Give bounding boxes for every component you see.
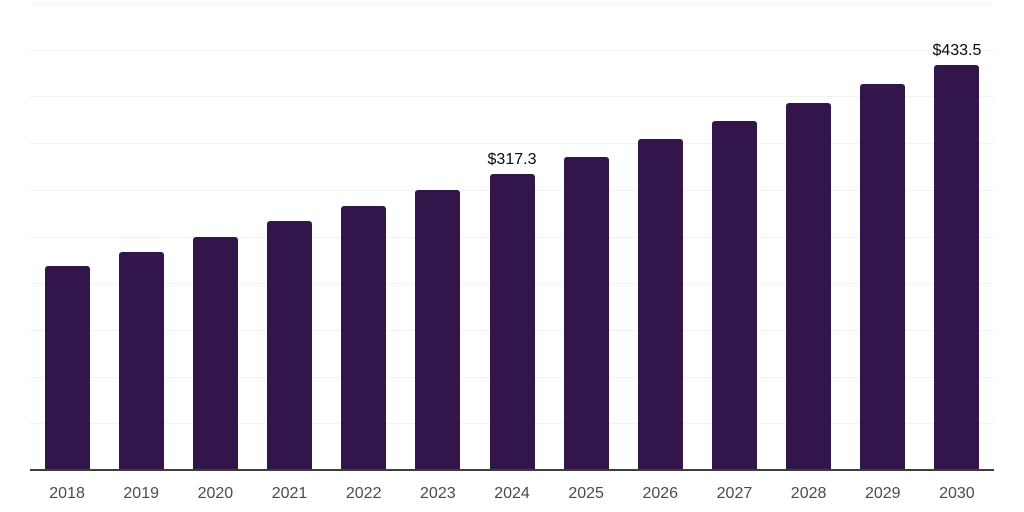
x-tick-label-2019: 2019: [123, 485, 159, 502]
bar-2030: [934, 65, 980, 470]
bar-2018: [44, 266, 90, 470]
x-tick-label-2023: 2023: [420, 485, 456, 502]
bar-2027: [711, 121, 757, 470]
x-axis-line: [30, 469, 994, 471]
x-tick-label-2021: 2021: [271, 485, 308, 502]
x-tick-label-2025: 2025: [568, 485, 604, 502]
bar-2029: [860, 84, 906, 470]
bar-2026: [637, 139, 683, 470]
gridline-450: [30, 49, 994, 51]
x-tick-label-2018: 2018: [49, 485, 85, 502]
bar-2023: [415, 189, 461, 470]
bar-2028: [786, 103, 832, 470]
x-tick-label-2022: 2022: [345, 485, 382, 502]
x-tick-label-2028: 2028: [790, 485, 827, 502]
x-tick-label-2024: 2024: [494, 485, 530, 502]
bar-2019: [118, 252, 164, 470]
bar-2025: [563, 156, 609, 470]
gridline-400: [30, 96, 994, 98]
x-tick-label-2029: 2029: [864, 485, 901, 502]
x-tick-label-2026: 2026: [642, 485, 679, 502]
bar-2022: [341, 205, 387, 470]
gridline-500: [30, 3, 994, 4]
bar-2020: [192, 236, 238, 470]
x-tick-label-2020: 2020: [197, 485, 234, 502]
value-label-2030: $433.5: [932, 42, 982, 60]
value-label-2024: $317.3: [487, 150, 537, 168]
bar-2024: [489, 173, 535, 470]
bar-2021: [267, 221, 313, 470]
x-tick-label-2027: 2027: [716, 485, 753, 502]
gridline-350: [30, 143, 994, 145]
x-tick-label-2030: 2030: [939, 485, 975, 502]
